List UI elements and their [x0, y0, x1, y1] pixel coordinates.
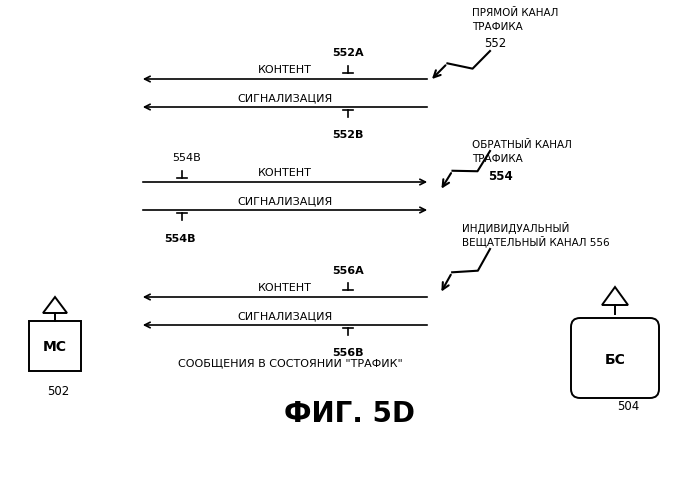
Text: БС: БС: [605, 352, 626, 366]
Text: ВЕЩАТЕЛЬНЫЙ КАНАЛ 556: ВЕЩАТЕЛЬНЫЙ КАНАЛ 556: [462, 236, 610, 247]
Text: СООБЩЕНИЯ В СОСТОЯНИИ "ТРАФИК": СООБЩЕНИЯ В СОСТОЯНИИ "ТРАФИК": [178, 357, 403, 367]
Text: 554B: 554B: [172, 153, 201, 163]
Text: ТРАФИКА: ТРАФИКА: [472, 154, 523, 163]
Text: ФИГ. 5D: ФИГ. 5D: [284, 399, 415, 427]
Text: СИГНАЛИЗАЦИЯ: СИГНАЛИЗАЦИЯ: [238, 93, 333, 103]
Text: 552A: 552A: [332, 48, 363, 58]
Text: СИГНАЛИЗАЦИЯ: СИГНАЛИЗАЦИЯ: [238, 196, 333, 205]
Bar: [29, 321, 81, 371]
FancyBboxPatch shape: [571, 318, 659, 398]
Text: КОНТЕНТ: КОНТЕНТ: [258, 283, 312, 292]
Text: КОНТЕНТ: КОНТЕНТ: [258, 65, 312, 75]
Text: 552B: 552B: [332, 130, 363, 140]
Text: МС: МС: [43, 339, 67, 353]
Text: 552: 552: [484, 37, 506, 50]
Text: ОБРАТНЫЙ КАНАЛ: ОБРАТНЫЙ КАНАЛ: [472, 140, 572, 150]
Text: КОНТЕНТ: КОНТЕНТ: [258, 168, 312, 178]
Text: ТРАФИКА: ТРАФИКА: [472, 22, 523, 32]
Text: 554: 554: [488, 170, 513, 183]
Text: 502: 502: [47, 384, 69, 397]
Text: 556A: 556A: [332, 265, 364, 275]
Text: 554B: 554B: [164, 234, 196, 244]
Text: 556B: 556B: [332, 347, 363, 357]
Text: СИГНАЛИЗАЦИЯ: СИГНАЛИЗАЦИЯ: [238, 310, 333, 320]
Text: ПРЯМОЙ КАНАЛ: ПРЯМОЙ КАНАЛ: [472, 8, 559, 18]
Text: ИНДИВИДУАЛЬНЫЙ: ИНДИВИДУАЛЬНЫЙ: [462, 222, 570, 234]
Text: 504: 504: [617, 399, 640, 412]
